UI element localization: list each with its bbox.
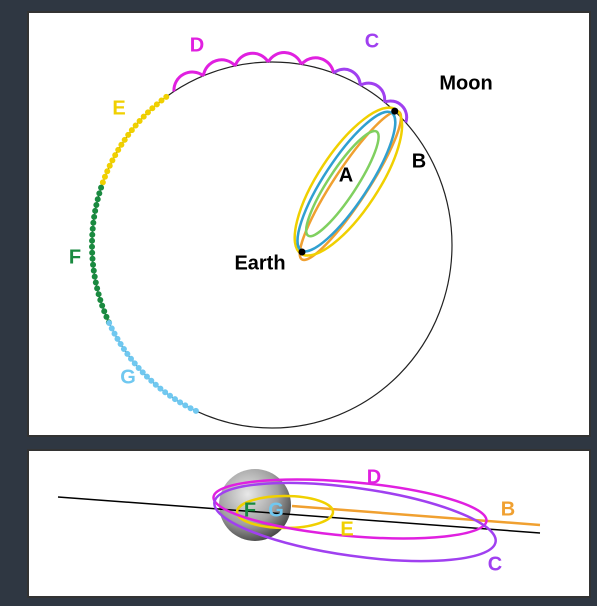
- earth-dot: [299, 249, 306, 256]
- label: F: [244, 499, 256, 521]
- label: B: [501, 498, 515, 520]
- label: D: [190, 34, 204, 56]
- page: D B F G E C D C Moon E A B F Earth G (()…: [0, 0, 597, 606]
- moon-dot: [391, 108, 398, 115]
- label: B: [412, 150, 426, 172]
- label: G: [120, 366, 136, 388]
- label: C: [365, 30, 379, 52]
- label: Earth: [234, 252, 285, 274]
- label: D: [367, 466, 381, 488]
- label: G: [268, 499, 284, 521]
- label: A: [339, 164, 353, 186]
- label: Moon: [439, 72, 492, 94]
- label: E: [112, 97, 125, 119]
- label: F: [69, 246, 81, 268]
- label: E: [340, 518, 353, 540]
- label: C: [488, 553, 502, 575]
- figure: D B F G E C D C Moon E A B F Earth G: [0, 0, 597, 606]
